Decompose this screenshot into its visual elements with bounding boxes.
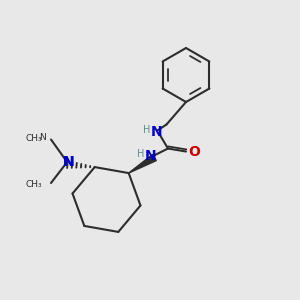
Text: O: O <box>188 145 200 158</box>
Text: CH₃: CH₃ <box>26 180 42 189</box>
Polygon shape <box>129 154 156 173</box>
Text: N: N <box>39 133 46 142</box>
Text: N: N <box>63 155 74 169</box>
Text: CH₃: CH₃ <box>26 134 42 142</box>
Text: N: N <box>151 125 163 139</box>
Text: N: N <box>63 155 74 169</box>
Text: H: H <box>143 125 151 135</box>
Text: N: N <box>145 149 157 163</box>
Text: H: H <box>137 149 145 159</box>
